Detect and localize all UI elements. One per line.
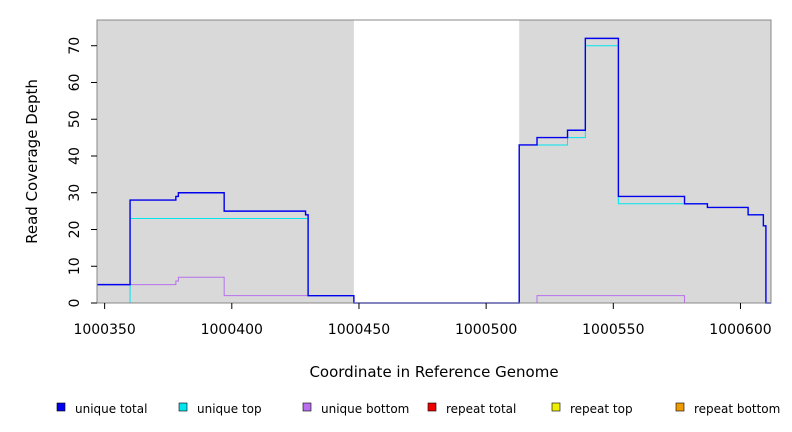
legend-label: unique bottom — [321, 402, 409, 416]
legend-item-unique-total: unique total — [56, 402, 147, 416]
legend-label: unique top — [197, 402, 262, 416]
y-tick-label-3: 30 — [67, 184, 83, 202]
legend-swatch — [551, 402, 561, 412]
y-tick-label-1: 10 — [67, 257, 83, 275]
legend-label: unique total — [75, 402, 147, 416]
legend-swatch — [56, 402, 66, 412]
x-tick-label-0: 1000350 — [73, 322, 135, 338]
y-tick-label-0: 0 — [67, 299, 83, 308]
x-tick-label-1: 1000400 — [201, 322, 263, 338]
legend-swatch — [178, 402, 188, 412]
legend-label: repeat total — [446, 402, 516, 416]
y-tick-label-6: 60 — [67, 74, 83, 92]
legend-label: repeat bottom — [694, 402, 780, 416]
x-axis: 1000350 1000400 1000450 1000500 1000550 10006… — [73, 303, 772, 338]
shaded-regions — [97, 20, 771, 303]
y-axis: 0 10 20 30 40 50 60 70 — [67, 37, 97, 308]
y-tick-label-5: 50 — [67, 110, 83, 128]
legend-swatch — [302, 402, 312, 412]
shaded-region-1 — [519, 20, 771, 303]
x-tick-label-3: 1000500 — [455, 322, 517, 338]
legend-item-unique-bottom: unique bottom — [302, 402, 409, 416]
legend-label: repeat top — [570, 402, 633, 416]
x-tick-label-2: 1000450 — [328, 322, 390, 338]
y-axis-title: Read Coverage Depth — [23, 79, 41, 244]
series-line-unique-bottom — [97, 276, 771, 304]
legend: unique total unique top unique bottom repea… — [56, 402, 780, 416]
y-tick-label-7: 70 — [67, 37, 83, 55]
legend-item-repeat-bottom: repeat bottom — [675, 402, 780, 416]
legend-item-repeat-top: repeat top — [551, 402, 633, 416]
plot-frame — [96, 19, 772, 304]
legend-item-unique-top: unique top — [178, 402, 262, 416]
series-line-unique-total — [97, 37, 771, 304]
legend-item-repeat-total: repeat total — [427, 402, 516, 416]
x-tick-label-4: 1000550 — [582, 322, 644, 338]
legend-swatch — [675, 402, 685, 412]
y-tick-label-4: 40 — [67, 147, 83, 165]
legend-swatch — [427, 402, 437, 412]
x-tick-label-5: 1000600 — [709, 322, 771, 338]
x-axis-title: Coordinate in Reference Genome — [309, 363, 558, 381]
shaded-region-0 — [97, 20, 354, 303]
y-tick-label-2: 20 — [67, 221, 83, 239]
